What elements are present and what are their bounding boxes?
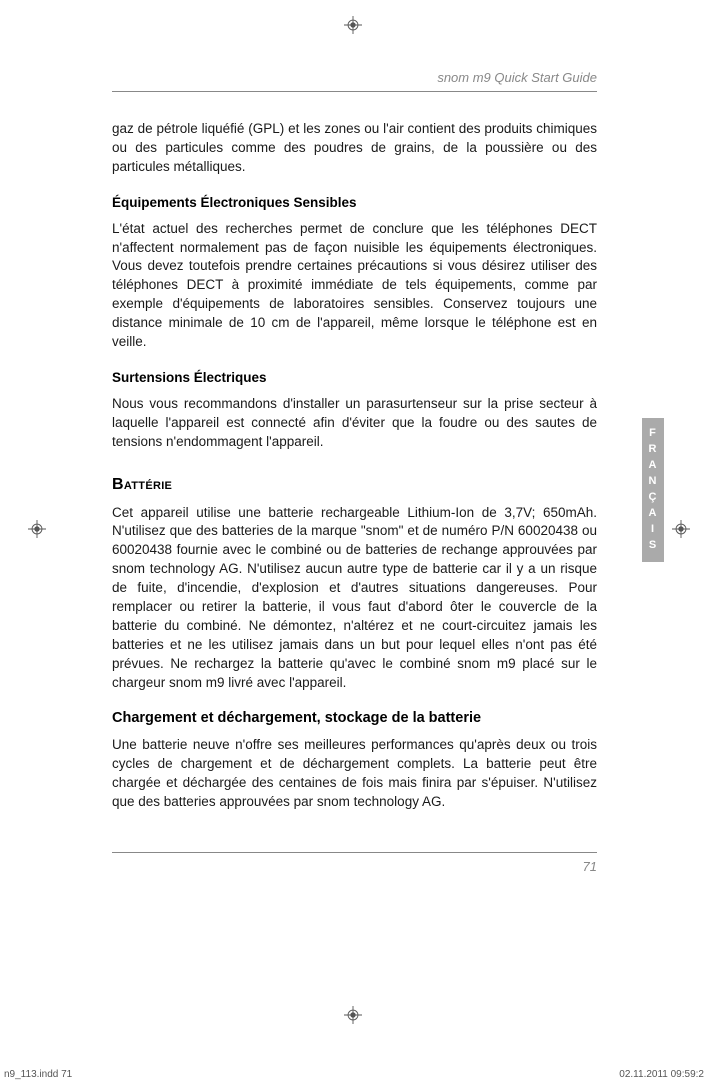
- registration-mark-icon: [672, 520, 690, 538]
- footer-rule: [112, 852, 597, 853]
- page-content: snom m9 Quick Start Guide gaz de pétrole…: [112, 70, 597, 874]
- body-surtensions: Nous vous recommandons d'installer un pa…: [112, 395, 597, 452]
- slug-filename: n9_113.indd 71: [4, 1069, 72, 1080]
- footer: 71: [112, 852, 597, 874]
- body-chargement: Une batterie neuve n'offre ses meilleure…: [112, 736, 597, 812]
- registration-mark-icon: [344, 16, 362, 34]
- heading-equipements: Équipements Électroniques Sensibles: [112, 195, 597, 210]
- language-tab: FRANÇAIS: [642, 418, 664, 562]
- registration-mark-icon: [28, 520, 46, 538]
- heading-chargement: Chargement et déchargement, stockage de …: [112, 710, 597, 726]
- page-number: 71: [112, 859, 597, 874]
- slug-timestamp: 02.11.2011 09:59:2: [619, 1069, 704, 1080]
- body-batterie: Cet appareil utilise une batterie rechar…: [112, 504, 597, 693]
- intro-continuation-text: gaz de pétrole liquéfié (GPL) et les zon…: [112, 120, 597, 177]
- heading-surtensions: Surtensions Électriques: [112, 370, 597, 385]
- heading-batterie: Battérie: [112, 476, 597, 494]
- registration-mark-icon: [344, 1006, 362, 1024]
- running-header: snom m9 Quick Start Guide: [112, 70, 597, 85]
- header-rule: [112, 91, 597, 92]
- body-equipements: L'état actuel des recherches permet de c…: [112, 220, 597, 352]
